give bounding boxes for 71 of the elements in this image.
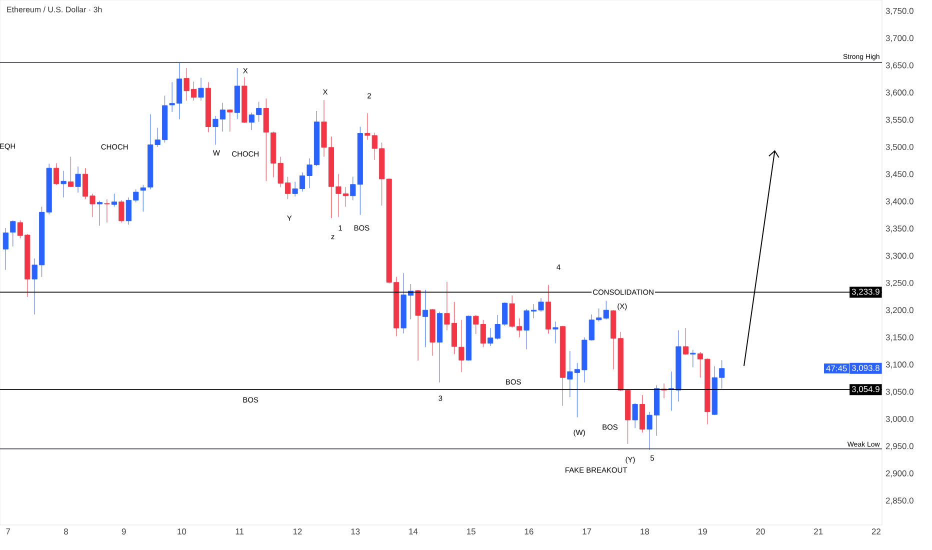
candlestick [198,78,204,101]
candlestick [430,308,436,356]
candlestick [68,156,74,188]
y-tick-label: 3,250.0 [886,280,914,287]
y-tick-label: 3,650.0 [886,62,914,70]
x-tick-label: 18 [640,528,650,535]
x-tick-label: 19 [698,528,707,535]
y-tick-label: 3,450.0 [886,171,914,178]
y-tick-label: 3,200.0 [886,307,914,314]
y-tick-label: 3,600.0 [886,90,914,97]
y-tick-label: 2,950.0 [886,443,914,450]
candlestick [10,220,16,247]
y-tick-label: 3,550.0 [886,116,914,124]
candlestick [436,311,443,383]
candlestick [690,350,696,368]
candlestick [552,321,558,344]
candlestick [458,320,464,372]
candlestick [263,98,269,182]
candlestick [140,184,146,212]
x-tick-label: 7 [6,528,10,534]
candlestick [364,112,370,140]
annotation: 3,093.8 [852,364,880,372]
candlestick [242,77,248,124]
y-tick-label: 2,900.0 [886,470,914,478]
x-tick-label: 20 [756,528,765,535]
candlestick [422,290,428,348]
x-tick-label: 22 [872,528,881,534]
x-tick-label: 21 [814,528,823,534]
candlestick [75,166,81,193]
annotation: 3,233.9 [852,288,880,296]
y-tick-label: 3,300.0 [886,252,914,260]
candlestick [632,402,638,428]
y-tick-label: 3,150.0 [886,334,914,342]
y-tick-label: 3,700.0 [886,35,914,42]
candlestick [60,170,66,198]
annotation: 3,054.9 [852,386,880,394]
candlestick [640,394,646,433]
candlestick [205,82,212,132]
x-tick-label: 16 [524,528,534,535]
y-tick-label: 2,850.0 [886,498,914,505]
candlestick [415,290,421,361]
candlestick [54,162,60,186]
candlestick [560,326,566,406]
candlestick [234,68,240,120]
y-tick-label: 3,100.0 [886,362,914,369]
y-tick-label: 3,050.0 [886,388,914,396]
x-tick-label: 10 [178,528,186,535]
candlestick [118,200,124,223]
x-tick-label: 14 [409,528,418,534]
x-tick-label: 13 [351,528,360,535]
candlestick [545,284,552,334]
candlestick [682,328,688,355]
x-tick-label: 12 [293,528,302,534]
y-tick-label: 3,750.0 [886,8,914,15]
y-tick-label: 3,500.0 [886,144,914,151]
y-tick-label: 3,350.0 [886,226,914,233]
candlestick [227,109,233,132]
candlestick [2,228,8,270]
candlestick [104,198,110,223]
y-tick-label: 3,000.0 [886,416,914,423]
x-tick-label: 17 [582,528,592,534]
candlestick [603,300,609,320]
candlestick [466,315,472,361]
x-tick-label: 8 [64,528,68,535]
x-tick-label: 9 [122,528,126,535]
candlestick [96,200,102,226]
y-tick-label: 3,400.0 [886,198,914,206]
x-tick-label: 11 [236,528,244,534]
annotation: 47:45 [826,365,847,372]
candlestick [111,193,117,207]
x-tick-label: 15 [467,528,476,534]
